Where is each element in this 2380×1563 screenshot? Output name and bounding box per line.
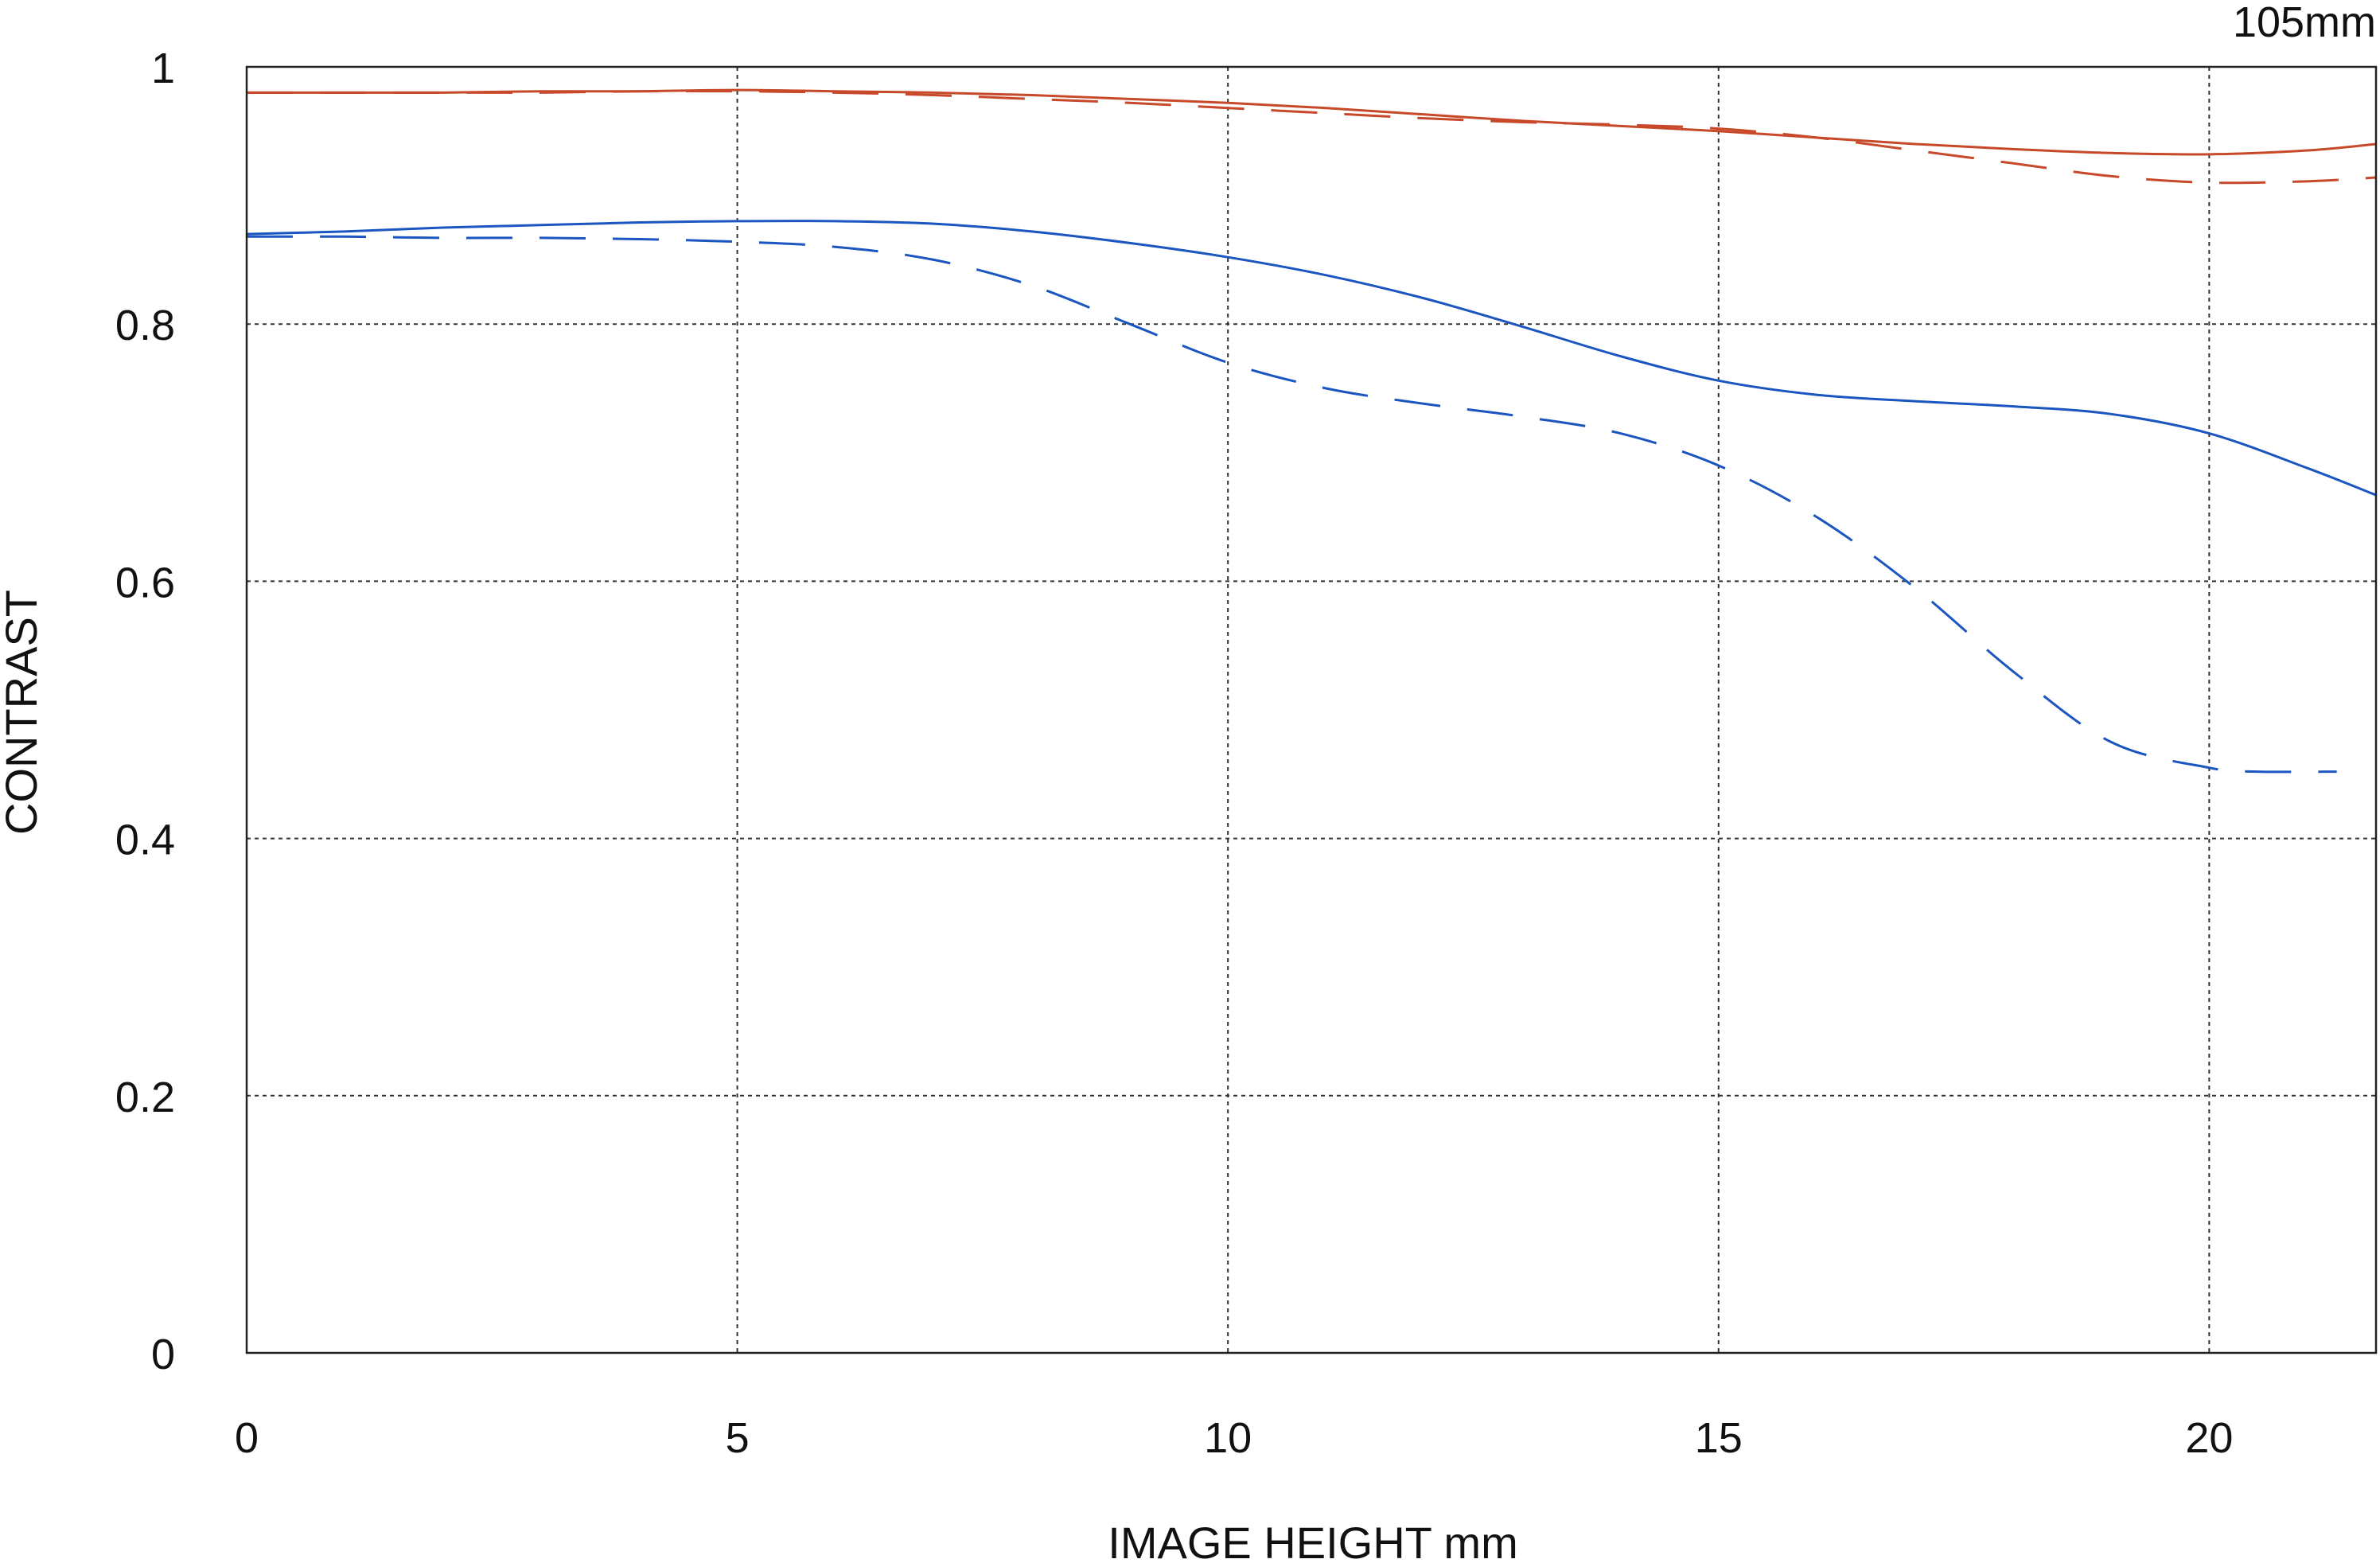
series-blue-dashed-line (246, 235, 2337, 774)
y-tick-label: 0.8 (115, 302, 175, 349)
series-red-dashed-line (246, 89, 2377, 185)
y-tick-label: 0.4 (115, 817, 175, 864)
x-tick-label: 15 (1695, 1414, 1743, 1462)
chart-title: 105mm (2233, 0, 2376, 46)
y-tick-label: 0 (151, 1331, 175, 1378)
y-axis-label: CONTRAST (0, 590, 46, 835)
x-tick-label: 10 (1204, 1414, 1252, 1462)
x-tick-label: 0 (235, 1414, 259, 1462)
x-axis-label: IMAGE HEIGHT mm (1108, 1518, 1517, 1563)
series-lines (246, 88, 2377, 774)
x-tick-label: 5 (726, 1414, 750, 1462)
y-tick-label: 0.2 (115, 1074, 175, 1121)
x-tick-label: 20 (2185, 1414, 2233, 1462)
x-tick-labels: 0 5 10 15 20 (235, 1414, 2233, 1462)
y-tick-label: 0.6 (115, 559, 175, 606)
series-red-solid-line (246, 88, 2377, 156)
series-blue-solid-line (246, 220, 2377, 497)
y-tick-labels: 0 0.2 0.4 0.6 0.8 1 (115, 45, 175, 1378)
y-tick-label: 1 (151, 45, 175, 92)
grid-lines (247, 67, 2376, 1353)
plot-frame (245, 65, 2378, 1354)
